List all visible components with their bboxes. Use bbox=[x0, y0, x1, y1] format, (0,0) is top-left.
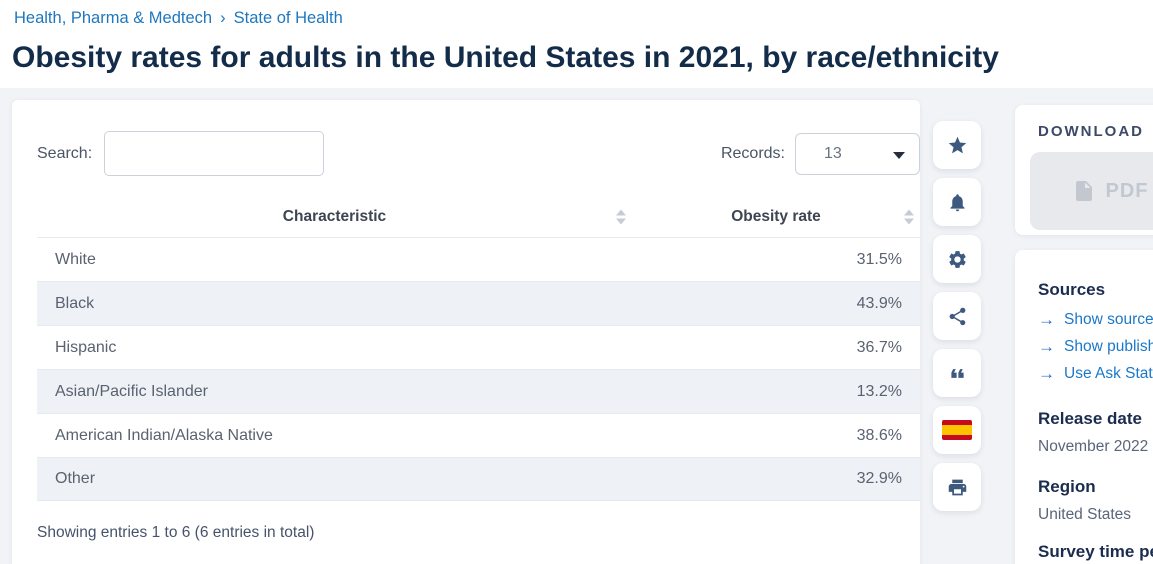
row-characteristic: Black bbox=[55, 294, 95, 312]
statistic-info-card: Sources → Show sources information → Sho… bbox=[1015, 250, 1153, 564]
printer-icon bbox=[948, 479, 966, 495]
table-row: Other 32.9% bbox=[37, 457, 920, 501]
settings-button[interactable] bbox=[933, 235, 981, 283]
table-row: White 31.5% bbox=[37, 237, 920, 281]
release-date-heading: Release date bbox=[1038, 409, 1142, 428]
action-icon-rail bbox=[933, 121, 981, 511]
download-card: DOWNLOAD PDF bbox=[1015, 105, 1153, 235]
row-characteristic: Hispanic bbox=[55, 338, 117, 356]
table-row: Black 43.9% bbox=[37, 281, 920, 325]
row-value: 31.5% bbox=[856, 250, 902, 268]
language-spanish-button[interactable] bbox=[933, 406, 981, 454]
row-value: 43.9% bbox=[856, 294, 902, 312]
statistic-table-card: Search: Records: 13 Characteristic Obesi… bbox=[12, 100, 920, 564]
download-heading: DOWNLOAD bbox=[1038, 123, 1144, 140]
column-header-obesity-rate[interactable]: Obesity rate bbox=[632, 208, 920, 226]
search-input[interactable] bbox=[104, 131, 325, 176]
table-header-row: Characteristic Obesity rate bbox=[37, 197, 920, 237]
pdf-button-label: PDF bbox=[1105, 179, 1149, 202]
share-icon bbox=[949, 307, 965, 325]
star-icon bbox=[948, 136, 966, 153]
row-characteristic: Other bbox=[55, 470, 96, 487]
page-header: Health, Pharma & Medtech › State of Heal… bbox=[0, 0, 1153, 88]
arrow-right-icon: → bbox=[1038, 337, 1055, 356]
sources-links: → Show sources information → Show publis… bbox=[1038, 310, 1153, 384]
breadcrumb-link-subcategory[interactable]: State of Health bbox=[233, 9, 343, 27]
records-selected-value: 13 bbox=[824, 145, 842, 162]
table-row: Asian/Pacific Islander 13.2% bbox=[37, 369, 920, 413]
column-header-label: Characteristic bbox=[282, 208, 387, 225]
search-group: Search: bbox=[37, 131, 325, 176]
share-button[interactable] bbox=[933, 292, 981, 340]
breadcrumb: Health, Pharma & Medtech › State of Heal… bbox=[14, 9, 343, 28]
show-publisher-link[interactable]: → Show publisher information bbox=[1038, 337, 1153, 357]
gear-icon bbox=[948, 250, 966, 268]
row-value: 36.7% bbox=[856, 338, 902, 356]
row-characteristic: White bbox=[55, 250, 96, 268]
table-row: American Indian/Alaska Native 38.6% bbox=[37, 413, 920, 457]
row-value: 38.6% bbox=[856, 426, 902, 444]
arrow-right-icon: → bbox=[1038, 310, 1055, 329]
records-label: Records: bbox=[720, 145, 785, 162]
records-per-page-select[interactable]: 13 bbox=[795, 133, 920, 175]
region-value: United States bbox=[1038, 506, 1132, 523]
bell-icon bbox=[950, 193, 964, 211]
breadcrumb-link-category[interactable]: Health, Pharma & Medtech bbox=[14, 9, 213, 27]
sort-icon[interactable] bbox=[904, 209, 914, 225]
data-table: Characteristic Obesity rate White 31.5% … bbox=[37, 197, 920, 501]
survey-time-heading: Survey time period bbox=[1038, 542, 1153, 561]
link-label: Show sources information bbox=[1064, 311, 1153, 328]
row-value: 32.9% bbox=[856, 470, 902, 487]
column-header-characteristic[interactable]: Characteristic bbox=[37, 208, 632, 226]
arrow-right-icon: → bbox=[1038, 364, 1055, 383]
row-characteristic: American Indian/Alaska Native bbox=[55, 426, 273, 444]
search-label: Search: bbox=[37, 144, 93, 162]
spanish-flag-icon bbox=[942, 420, 972, 440]
chevron-down-icon bbox=[893, 152, 905, 159]
row-characteristic: Asian/Pacific Islander bbox=[55, 382, 208, 400]
favorite-button[interactable] bbox=[933, 121, 981, 169]
breadcrumb-separator: › bbox=[220, 9, 226, 27]
sources-heading: Sources bbox=[1038, 280, 1106, 299]
quote-icon bbox=[950, 368, 964, 378]
entries-summary: Showing entries 1 to 6 (6 entries in tot… bbox=[37, 524, 315, 541]
column-header-label: Obesity rate bbox=[731, 208, 821, 225]
print-button[interactable] bbox=[933, 463, 981, 511]
pdf-file-icon bbox=[1075, 181, 1092, 201]
link-label: Show publisher information bbox=[1064, 338, 1153, 355]
page-title: Obesity rates for adults in the United S… bbox=[12, 41, 999, 74]
download-pdf-button[interactable]: PDF bbox=[1030, 152, 1153, 230]
records-group: Records: 13 bbox=[721, 133, 920, 175]
citation-button[interactable] bbox=[933, 349, 981, 397]
link-label: Use Ask Statista Research Service bbox=[1064, 365, 1153, 382]
notification-button[interactable] bbox=[933, 178, 981, 226]
show-sources-link[interactable]: → Show sources information bbox=[1038, 310, 1153, 330]
sort-icon[interactable] bbox=[616, 209, 626, 225]
ask-statista-link[interactable]: → Use Ask Statista Research Service bbox=[1038, 364, 1153, 384]
region-heading: Region bbox=[1038, 477, 1096, 496]
table-row: Hispanic 36.7% bbox=[37, 325, 920, 369]
row-value: 13.2% bbox=[856, 382, 902, 400]
release-date-value: November 2022 bbox=[1038, 438, 1149, 455]
